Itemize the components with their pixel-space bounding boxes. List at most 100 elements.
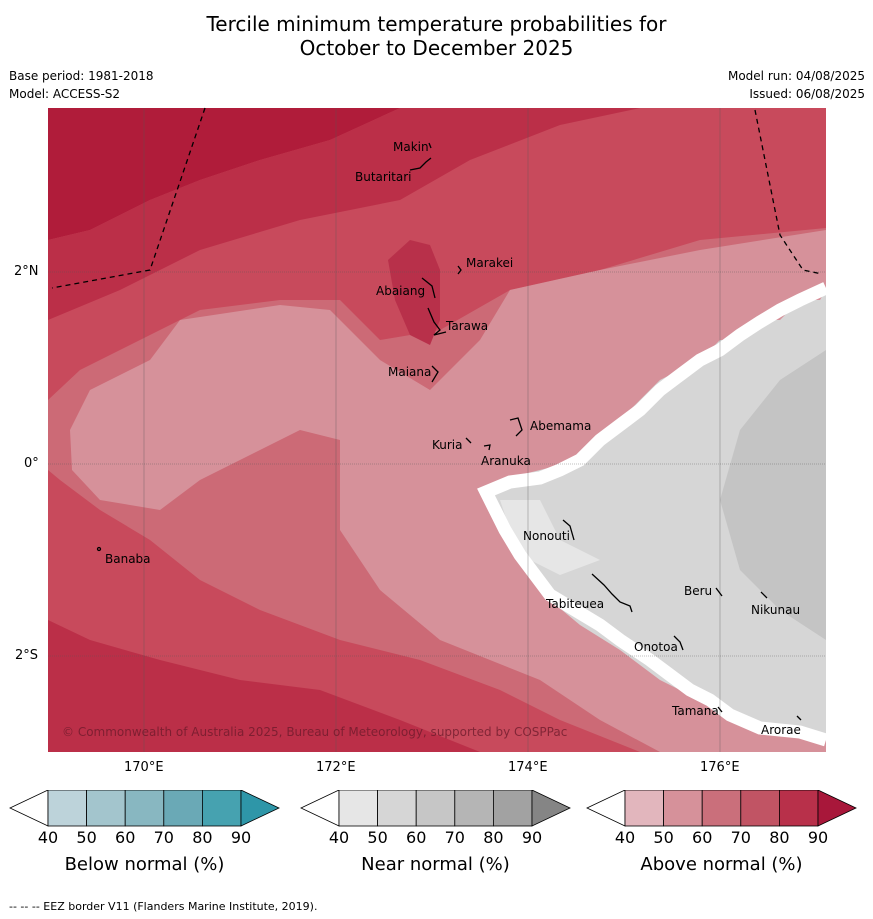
colorbar-below-label: Below normal (%) <box>64 854 225 875</box>
colorbar-above-segment <box>779 790 819 827</box>
label-banaba: Banaba <box>105 552 151 566</box>
colorbar-above <box>586 790 857 827</box>
label-beru: Beru <box>684 584 712 598</box>
colorbar-near-tick: 40 <box>328 828 350 847</box>
colorbar-near-tick: 50 <box>367 828 388 847</box>
colorbar-above-segment <box>624 790 664 827</box>
chart-title: Tercile minimum temperature probabilitie… <box>0 12 873 60</box>
label-tarawa: Tarawa <box>445 319 488 333</box>
lon-label-170e: 170°E <box>124 760 164 775</box>
colorbar-near-label: Near normal (%) <box>361 854 510 875</box>
place-labels: Makin Butaritari Marakei Abaiang Tarawa … <box>105 140 801 737</box>
title-line-2: October to December 2025 <box>299 36 574 60</box>
meta-right: Model run: 04/08/2025 Issued: 06/08/2025 <box>728 67 865 103</box>
lon-label-176e: 176°E <box>700 760 740 775</box>
colorbar-above-tick: 60 <box>692 828 713 847</box>
colorbar-near-tick: 80 <box>483 828 504 847</box>
lat-label-2s: 2°S <box>15 648 39 663</box>
base-period: Base period: 1981-2018 <box>9 69 154 83</box>
colorbar-near-segment <box>492 790 533 827</box>
lon-label-174e: 174°E <box>508 760 548 775</box>
island-tamana <box>717 706 723 713</box>
lat-label-2n: 2°N <box>14 264 39 279</box>
island-kuria <box>465 437 472 444</box>
island-arorae <box>796 715 802 721</box>
colorbars <box>9 790 857 827</box>
colorbar-near-tick: 90 <box>521 828 543 847</box>
colorbar-near-tick: 60 <box>406 828 427 847</box>
island-abemama <box>509 417 523 437</box>
colorbar-below-segment <box>163 790 203 827</box>
colorbar-near-segment <box>454 790 494 827</box>
colorbar-below-segment <box>86 790 126 827</box>
label-kuria: Kuria <box>432 438 463 452</box>
colorbar-below-segment <box>47 790 87 827</box>
colorbar-above-segment <box>701 790 742 827</box>
tercile-boundary <box>477 282 826 747</box>
zone-near-normal <box>490 290 826 740</box>
graticule <box>48 108 826 752</box>
colorbar-above-segment <box>663 790 703 827</box>
colorbar-below-tick: 60 <box>115 828 136 847</box>
colorbar-below-under <box>9 790 49 827</box>
label-makin: Makin <box>393 140 429 154</box>
label-maiana: Maiana <box>388 365 431 379</box>
island-makin <box>428 142 432 149</box>
eez-footnote: -- -- -- EEZ border V11 (Flanders Marine… <box>9 900 318 913</box>
label-abaiang: Abaiang <box>376 284 425 298</box>
island-onotoa <box>673 635 684 651</box>
colorbar-near-segment <box>377 790 417 827</box>
colorbar-below-tick: 50 <box>76 828 97 847</box>
island-abaiang <box>421 277 436 299</box>
zone-near-normal-40 <box>500 500 600 575</box>
eez-borders <box>51 107 823 289</box>
colorbar-above-tick: 70 <box>730 828 751 847</box>
label-abemama: Abemama <box>530 419 591 433</box>
eez-border-west <box>51 107 206 289</box>
island-nonouti <box>562 519 575 541</box>
label-arorae: Arorae <box>761 723 801 737</box>
label-nikunau: Nikunau <box>751 603 800 617</box>
colorbar-above-under <box>586 790 626 827</box>
zone-80-90-tarawa <box>388 240 440 345</box>
island-butaritari <box>409 157 432 171</box>
label-marakei: Marakei <box>466 256 513 270</box>
zone-near-normal-60 <box>720 350 826 640</box>
label-tamana: Tamana <box>671 704 719 718</box>
model-name: Model: ACCESS-S2 <box>9 87 121 101</box>
colorbar-above-tick: 80 <box>769 828 790 847</box>
island-tarawa <box>427 307 447 336</box>
label-onotoa: Onotoa <box>634 640 678 654</box>
label-nonouti: Nonouti <box>523 529 570 543</box>
colorbar-above-tick: 40 <box>614 828 636 847</box>
label-tabiteuea: Tabiteuea <box>545 597 604 611</box>
island-nikunau <box>760 591 768 599</box>
lon-label-172e: 172°E <box>316 760 356 775</box>
island-maiana <box>431 365 439 383</box>
island-aranuka <box>483 444 491 451</box>
colorbar-below-tick: 70 <box>153 828 174 847</box>
issued-date: Issued: 06/08/2025 <box>749 87 865 101</box>
colorbar-above-over <box>817 790 857 827</box>
colorbar-near-over <box>531 790 571 827</box>
colorbar-near-under <box>300 790 340 827</box>
colorbar-above-tick: 90 <box>807 828 829 847</box>
eez-border-east <box>754 109 823 275</box>
title-line-1: Tercile minimum temperature probabilitie… <box>206 12 667 36</box>
colorbar-below-over <box>240 790 280 827</box>
colorbar-below-tick: 90 <box>230 828 252 847</box>
colorbar-below-segment <box>124 790 165 827</box>
colorbar-above-tick: 50 <box>653 828 674 847</box>
colorbar-below <box>9 790 280 827</box>
lat-label-0: 0° <box>24 456 39 471</box>
island-banaba <box>96 546 102 552</box>
copyright-notice: © Commonwealth of Australia 2025, Bureau… <box>62 725 567 739</box>
colorbar-below-segment <box>201 790 242 827</box>
islands <box>96 142 802 721</box>
island-beru <box>715 587 723 597</box>
label-aranuka: Aranuka <box>481 454 531 468</box>
colorbar-above-label: Above normal (%) <box>640 854 803 875</box>
map-fill <box>48 108 826 752</box>
island-marakei <box>457 265 462 275</box>
